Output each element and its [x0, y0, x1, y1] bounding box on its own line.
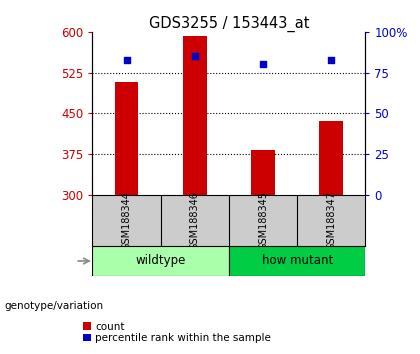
Bar	[319, 121, 343, 195]
Bar	[251, 150, 275, 195]
Bar	[92, 246, 229, 276]
Point	[192, 53, 198, 59]
Title: GDS3255 / 153443_at: GDS3255 / 153443_at	[149, 16, 309, 32]
Point	[123, 57, 130, 62]
Text: GSM188346: GSM188346	[190, 191, 200, 250]
Bar	[183, 36, 207, 195]
Bar	[229, 246, 365, 276]
Text: GSM188345: GSM188345	[258, 191, 268, 250]
Point	[260, 62, 266, 67]
Bar	[115, 82, 139, 195]
Text: GSM188344: GSM188344	[121, 191, 131, 250]
Text: how mutant: how mutant	[262, 255, 333, 268]
Text: wildtype: wildtype	[136, 255, 186, 268]
Point	[328, 57, 335, 62]
Legend: count, percentile rank within the sample: count, percentile rank within the sample	[81, 320, 273, 345]
Text: GSM188347: GSM188347	[326, 191, 336, 250]
Text: genotype/variation: genotype/variation	[4, 301, 103, 311]
